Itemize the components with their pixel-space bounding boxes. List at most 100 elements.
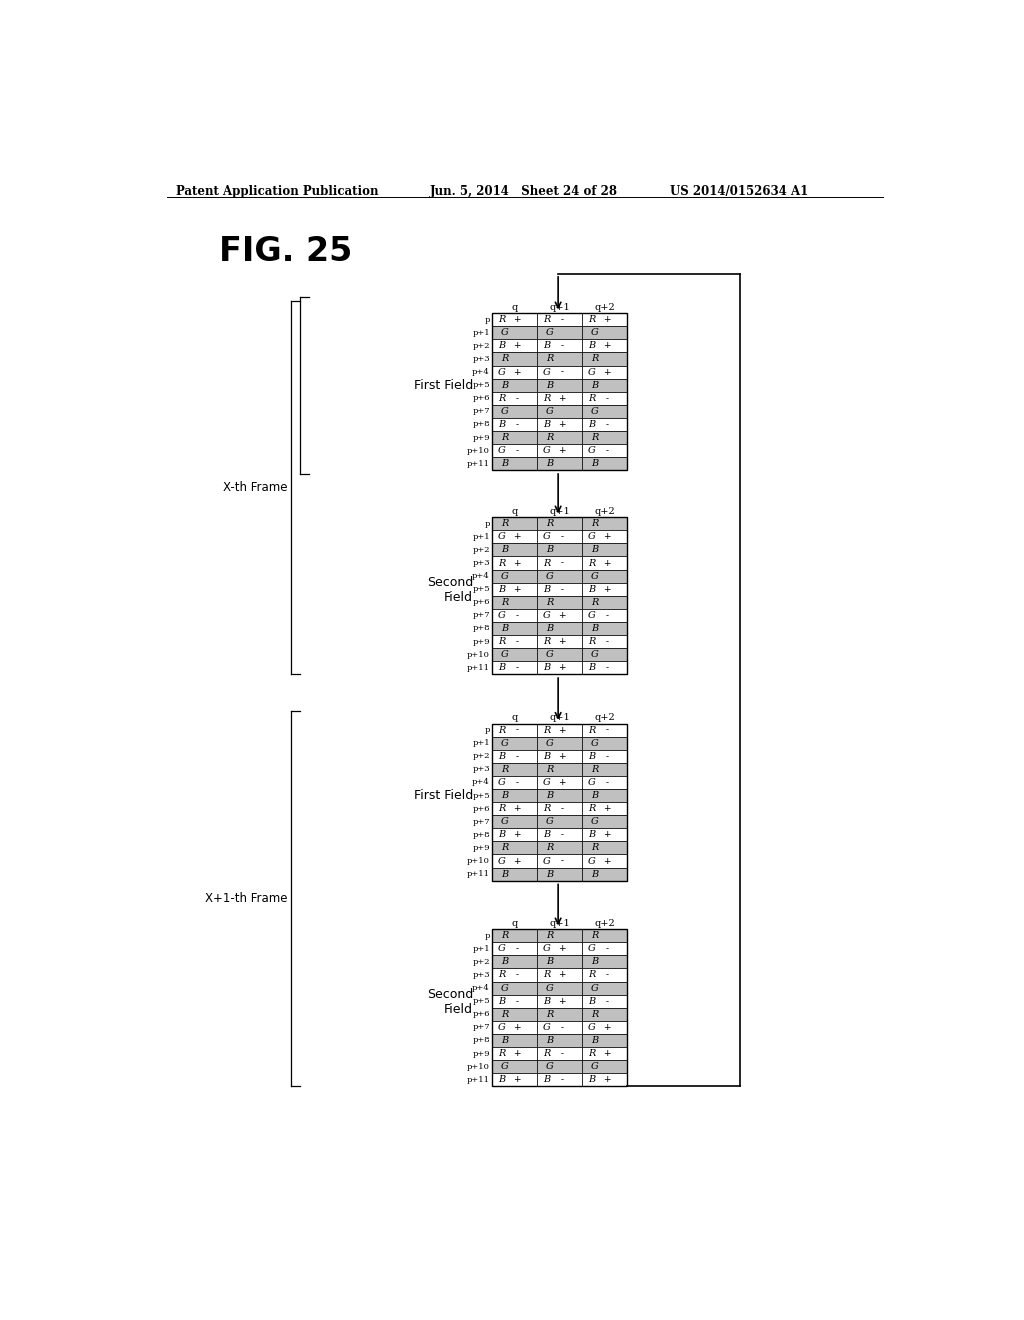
Bar xyxy=(493,829,538,841)
Text: p+1: p+1 xyxy=(472,533,489,541)
Text: B: B xyxy=(591,380,598,389)
Text: +: + xyxy=(513,1076,521,1084)
Bar xyxy=(583,1073,627,1086)
Text: p+4: p+4 xyxy=(472,572,489,579)
Text: R: R xyxy=(501,931,509,940)
Text: G: G xyxy=(588,944,596,953)
Text: q: q xyxy=(512,507,518,516)
Bar xyxy=(538,929,583,942)
Text: R: R xyxy=(589,970,596,979)
Text: -: - xyxy=(560,367,563,376)
Bar xyxy=(493,517,627,675)
Bar xyxy=(583,776,627,789)
Bar xyxy=(538,635,583,648)
Bar xyxy=(538,405,583,418)
Bar xyxy=(493,457,538,470)
Bar xyxy=(538,352,583,366)
Bar xyxy=(583,1034,627,1047)
Text: -: - xyxy=(605,446,608,455)
Text: -: - xyxy=(605,997,608,1006)
Text: G: G xyxy=(546,407,554,416)
Text: q+2: q+2 xyxy=(594,713,615,722)
Text: R: R xyxy=(544,638,551,645)
Bar xyxy=(493,929,627,1086)
Text: p+8: p+8 xyxy=(472,1036,489,1044)
Bar xyxy=(493,1034,538,1047)
Text: p+2: p+2 xyxy=(472,546,489,554)
Text: R: R xyxy=(544,393,551,403)
Text: p+10: p+10 xyxy=(467,1063,489,1071)
Bar xyxy=(493,392,538,405)
Text: G: G xyxy=(543,532,551,541)
Bar xyxy=(493,557,538,570)
Bar xyxy=(583,622,627,635)
Bar xyxy=(538,750,583,763)
Text: R: R xyxy=(591,843,598,853)
Bar xyxy=(583,531,627,544)
Text: p+7: p+7 xyxy=(472,818,489,826)
Bar xyxy=(538,829,583,841)
Text: R: R xyxy=(591,598,598,607)
Bar xyxy=(493,1073,538,1086)
Text: q: q xyxy=(512,302,518,312)
Text: G: G xyxy=(543,944,551,953)
Bar xyxy=(583,929,627,942)
Bar xyxy=(538,969,583,982)
Text: -: - xyxy=(605,726,608,735)
Text: +: + xyxy=(558,611,565,620)
Text: B: B xyxy=(499,997,506,1006)
Bar xyxy=(583,1060,627,1073)
Bar xyxy=(538,444,583,457)
Text: q+1: q+1 xyxy=(549,919,570,928)
Bar xyxy=(583,366,627,379)
Text: +: + xyxy=(558,393,565,403)
Text: -: - xyxy=(515,777,518,787)
Text: p+11: p+11 xyxy=(467,1076,489,1084)
Text: q+2: q+2 xyxy=(594,302,615,312)
Text: G: G xyxy=(546,817,554,826)
Bar xyxy=(583,854,627,867)
Text: R: R xyxy=(591,355,598,363)
Text: R: R xyxy=(499,558,506,568)
Bar xyxy=(493,405,538,418)
Text: +: + xyxy=(603,857,610,866)
Text: R: R xyxy=(591,764,598,774)
Text: G: G xyxy=(546,1063,554,1071)
Text: p+4: p+4 xyxy=(472,779,489,787)
Text: p+1: p+1 xyxy=(472,739,489,747)
Text: G: G xyxy=(588,857,596,866)
Text: -: - xyxy=(515,726,518,735)
Text: p+6: p+6 xyxy=(472,1010,489,1018)
Bar xyxy=(493,366,538,379)
Text: R: R xyxy=(546,355,554,363)
Bar xyxy=(583,982,627,995)
Text: p: p xyxy=(484,726,489,734)
Bar xyxy=(583,326,627,339)
Bar xyxy=(493,432,538,444)
Bar xyxy=(493,1007,538,1020)
Bar xyxy=(538,942,583,956)
Text: p+9: p+9 xyxy=(472,843,489,851)
Bar xyxy=(538,1060,583,1073)
Bar xyxy=(493,648,538,661)
Text: First Field: First Field xyxy=(414,379,473,392)
Text: R: R xyxy=(499,315,506,325)
Bar xyxy=(538,457,583,470)
Text: -: - xyxy=(605,752,608,760)
Text: q: q xyxy=(512,713,518,722)
Text: R: R xyxy=(591,433,598,442)
Text: R: R xyxy=(546,931,554,940)
Bar xyxy=(493,776,538,789)
Text: R: R xyxy=(589,558,596,568)
Text: G: G xyxy=(591,572,599,581)
Text: B: B xyxy=(544,1076,551,1084)
Bar xyxy=(538,339,583,352)
Bar xyxy=(583,418,627,430)
Bar xyxy=(538,763,583,776)
Text: G: G xyxy=(591,817,599,826)
Text: +: + xyxy=(558,663,565,672)
Text: G: G xyxy=(591,407,599,416)
Bar xyxy=(493,661,538,675)
Text: -: - xyxy=(515,638,518,645)
Text: -: - xyxy=(560,585,563,594)
